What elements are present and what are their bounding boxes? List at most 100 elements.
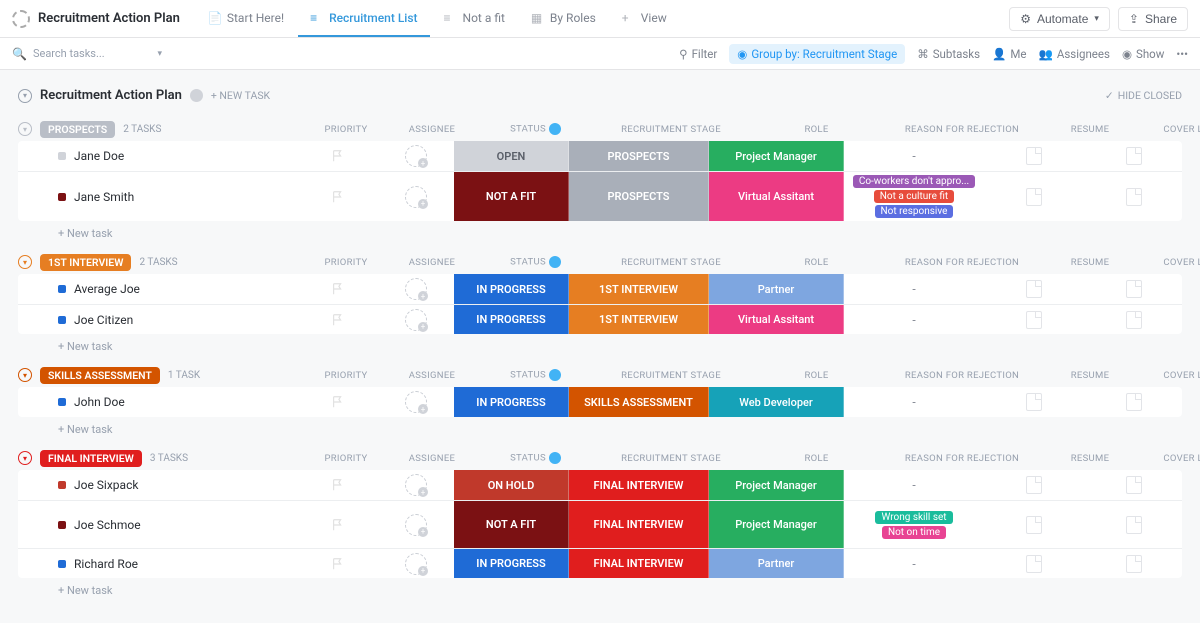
flag-icon[interactable] (331, 149, 345, 163)
tag[interactable]: Not responsive (875, 205, 954, 218)
show-button[interactable]: ◉Show (1122, 47, 1164, 61)
resume-doc-icon[interactable] (1026, 393, 1042, 411)
status-pill[interactable]: NOT A FIT (454, 172, 569, 221)
assignee-add[interactable]: + (405, 474, 427, 496)
col-assignee[interactable]: ASSIGNEE (394, 453, 470, 464)
task-row[interactable]: John Doe + IN PROGRESS SKILLS ASSESSMENT… (18, 387, 1182, 417)
hide-closed-button[interactable]: ✓ HIDE CLOSED (1105, 89, 1182, 102)
group-badge[interactable]: 1ST INTERVIEW (40, 254, 131, 271)
role-pill[interactable]: Virtual Assitant (709, 172, 844, 221)
group-toggle[interactable]: ▾ (18, 122, 32, 136)
resume-doc-icon[interactable] (1026, 147, 1042, 165)
col-resume[interactable]: RESUME (1040, 124, 1140, 135)
col-priority[interactable]: PRIORITY (306, 124, 386, 135)
group-badge[interactable]: FINAL INTERVIEW (40, 450, 142, 467)
assignee-add[interactable]: + (405, 391, 427, 413)
role-pill[interactable]: Virtual Assitant (709, 305, 844, 334)
new-task-row[interactable]: + New task (18, 221, 1182, 244)
me-button[interactable]: 👤Me (992, 47, 1026, 61)
col-reject[interactable]: REASON FOR REJECTION (892, 453, 1032, 464)
flag-icon[interactable] (331, 313, 345, 327)
more-button[interactable]: ••• (1176, 47, 1188, 61)
role-pill[interactable]: Project Manager (709, 501, 844, 548)
col-status[interactable]: STATUS (478, 452, 593, 464)
task-row[interactable]: Joe Citizen + IN PROGRESS 1ST INTERVIEW … (18, 304, 1182, 334)
col-resume[interactable]: RESUME (1040, 257, 1140, 268)
new-task-row[interactable]: + New task (18, 417, 1182, 440)
group-badge[interactable]: PROSPECTS (40, 121, 115, 138)
group-badge[interactable]: SKILLS ASSESSMENT (40, 367, 160, 384)
cover-doc-icon[interactable] (1126, 311, 1142, 329)
share-button[interactable]: ⇪ Share (1118, 7, 1188, 31)
col-stage[interactable]: RECRUITMENT STAGE (601, 124, 741, 135)
resume-doc-icon[interactable] (1026, 476, 1042, 494)
role-pill[interactable]: Partner (709, 549, 844, 578)
role-pill[interactable]: Partner (709, 274, 844, 304)
col-priority[interactable]: PRIORITY (306, 257, 386, 268)
task-row[interactable]: Joe Schmoe + NOT A FIT FINAL INTERVIEW P… (18, 500, 1182, 548)
col-cover[interactable]: COVER LETTER (1148, 370, 1200, 381)
tag[interactable]: Not a culture fit (874, 190, 954, 203)
group-toggle[interactable]: ▾ (18, 451, 32, 465)
task-row[interactable]: Richard Roe + IN PROGRESS FINAL INTERVIE… (18, 548, 1182, 578)
assignee-add[interactable]: + (405, 278, 427, 300)
cover-doc-icon[interactable] (1126, 516, 1142, 534)
col-resume[interactable]: RESUME (1040, 453, 1140, 464)
assignee-add[interactable]: + (405, 145, 427, 167)
task-row[interactable]: Jane Doe + OPEN PROSPECTS Project Manage… (18, 141, 1182, 171)
groupby-button[interactable]: ◉Group by: Recruitment Stage (729, 44, 905, 64)
col-priority[interactable]: PRIORITY (306, 453, 386, 464)
status-pill[interactable]: IN PROGRESS (454, 387, 569, 417)
tag[interactable]: Co-workers don't appro... (853, 175, 975, 188)
resume-doc-icon[interactable] (1026, 280, 1042, 298)
assignee-add[interactable]: + (405, 514, 427, 536)
stage-pill[interactable]: 1ST INTERVIEW (569, 274, 709, 304)
role-pill[interactable]: Web Developer (709, 387, 844, 417)
flag-icon[interactable] (331, 518, 345, 532)
resume-doc-icon[interactable] (1026, 516, 1042, 534)
filter-button[interactable]: ⚲Filter (679, 47, 717, 61)
view-tab-recruitment-list[interactable]: ≡Recruitment List (298, 1, 429, 37)
task-row[interactable]: Average Joe + IN PROGRESS 1ST INTERVIEW … (18, 274, 1182, 304)
status-pill[interactable]: OPEN (454, 141, 569, 171)
cover-doc-icon[interactable] (1126, 188, 1142, 206)
col-assignee[interactable]: ASSIGNEE (394, 370, 470, 381)
status-pill[interactable]: NOT A FIT (454, 501, 569, 548)
col-status[interactable]: STATUS (478, 369, 593, 381)
resume-doc-icon[interactable] (1026, 188, 1042, 206)
col-role[interactable]: ROLE (749, 453, 884, 464)
tag[interactable]: Not on time (882, 526, 946, 539)
col-status[interactable]: STATUS (478, 256, 593, 268)
stage-pill[interactable]: PROSPECTS (569, 141, 709, 171)
section-collapse-toggle[interactable]: ▾ (18, 89, 32, 103)
col-stage[interactable]: RECRUITMENT STAGE (601, 370, 741, 381)
col-stage[interactable]: RECRUITMENT STAGE (601, 257, 741, 268)
stage-pill[interactable]: SKILLS ASSESSMENT (569, 387, 709, 417)
stage-pill[interactable]: FINAL INTERVIEW (569, 549, 709, 578)
assignee-add[interactable]: + (405, 309, 427, 331)
col-cover[interactable]: COVER LETTER (1148, 124, 1200, 135)
stage-pill[interactable]: 1ST INTERVIEW (569, 305, 709, 334)
view-tab-not-a-fit[interactable]: ≡Not a fit (432, 1, 517, 37)
view-tab-by-roles[interactable]: ▦By Roles (519, 1, 608, 37)
subtasks-button[interactable]: ⌘Subtasks (917, 47, 980, 61)
flag-icon[interactable] (331, 282, 345, 296)
col-priority[interactable]: PRIORITY (306, 370, 386, 381)
flag-icon[interactable] (331, 395, 345, 409)
flag-icon[interactable] (331, 478, 345, 492)
cover-doc-icon[interactable] (1126, 555, 1142, 573)
flag-icon[interactable] (331, 557, 345, 571)
section-new-task[interactable]: + NEW TASK (211, 89, 270, 102)
cover-doc-icon[interactable] (1126, 280, 1142, 298)
assignee-add[interactable]: + (405, 186, 427, 208)
stage-pill[interactable]: FINAL INTERVIEW (569, 501, 709, 548)
col-role[interactable]: ROLE (749, 257, 884, 268)
new-task-row[interactable]: + New task (18, 334, 1182, 357)
resume-doc-icon[interactable] (1026, 311, 1042, 329)
automate-button[interactable]: ⚙ Automate ▾ (1009, 7, 1110, 31)
col-role[interactable]: ROLE (749, 124, 884, 135)
view-tab-view[interactable]: +View (610, 1, 679, 37)
role-pill[interactable]: Project Manager (709, 141, 844, 171)
col-reject[interactable]: REASON FOR REJECTION (892, 370, 1032, 381)
col-assignee[interactable]: ASSIGNEE (394, 257, 470, 268)
